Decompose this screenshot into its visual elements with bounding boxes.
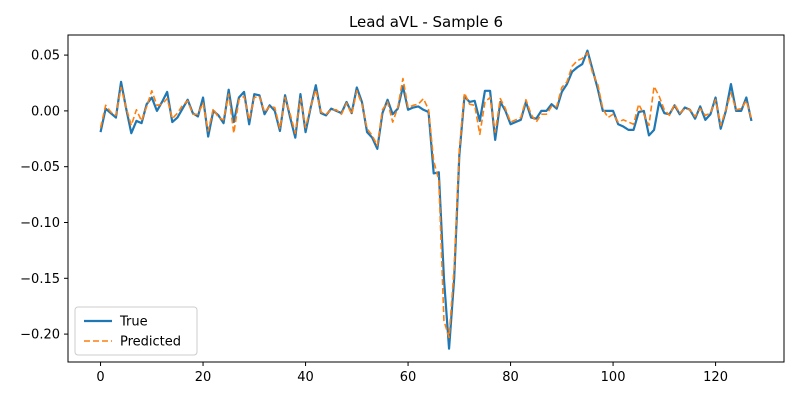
legend: True Predicted <box>74 306 198 356</box>
axes-frame <box>67 34 785 363</box>
legend-label-true: True <box>119 315 148 330</box>
y-tick-label: −0.20 <box>20 328 60 343</box>
x-tick-label: 20 <box>195 370 212 385</box>
chart-title: Lead aVL - Sample 6 <box>349 13 503 31</box>
x-tick-label: 100 <box>601 370 626 385</box>
legend-box <box>74 306 198 356</box>
series-line-predicted <box>99 52 753 339</box>
y-tick-label: −0.05 <box>20 160 60 175</box>
x-tick-label: 80 <box>502 370 519 385</box>
y-tick-label: 0.05 <box>31 49 60 64</box>
x-tick-label: 60 <box>400 370 417 385</box>
x-tick-label: 0 <box>96 370 104 385</box>
y-axis: 0.05 0.00 −0.05 −0.10 −0.15 −0.20 <box>20 49 68 343</box>
x-axis: 0 20 40 60 80 100 120 <box>96 362 728 385</box>
y-tick-label: −0.10 <box>20 216 60 231</box>
series-line-true <box>99 49 753 350</box>
x-tick-label: 40 <box>297 370 314 385</box>
plot-area <box>99 49 753 350</box>
y-tick-label: −0.15 <box>20 272 60 287</box>
x-tick-label: 120 <box>703 370 728 385</box>
y-tick-label: 0.00 <box>31 104 60 119</box>
legend-label-predicted: Predicted <box>120 335 181 350</box>
